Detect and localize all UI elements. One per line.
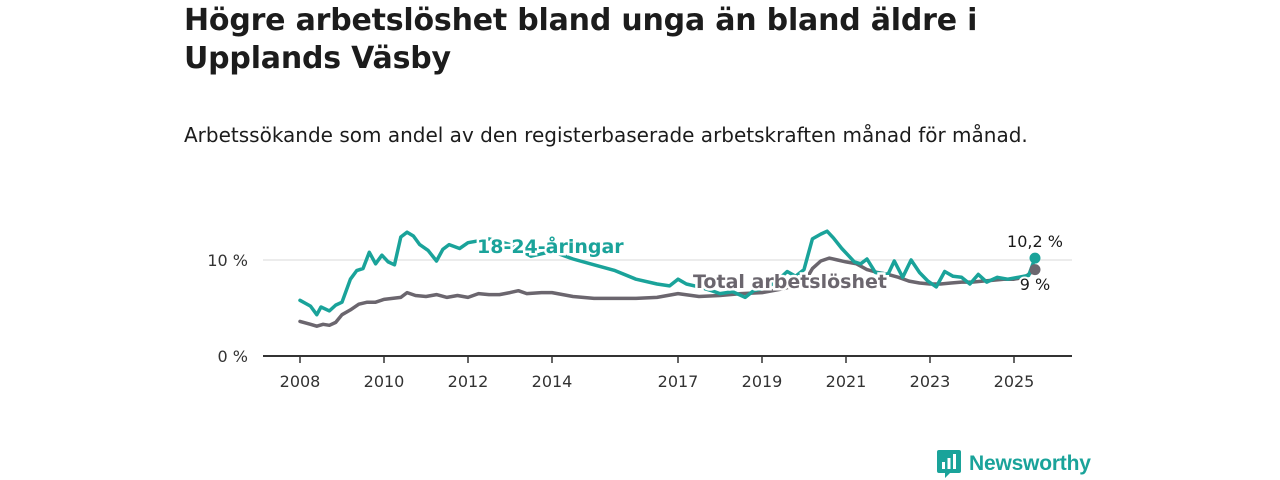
series-line-total — [298, 256, 1037, 328]
series-line-young — [298, 229, 1037, 317]
brand-logo: Newsworthy — [936, 448, 1091, 480]
x-tick-label: 2010 — [364, 372, 405, 391]
end-point-total — [1029, 264, 1041, 276]
y-tick-label: 0 % — [218, 347, 248, 366]
x-tick-label: 2014 — [532, 372, 573, 391]
series-label-total: Total arbetslöshet — [693, 271, 887, 293]
end-value-label-young: 10,2 % — [1007, 232, 1063, 251]
x-tick-label: 2019 — [742, 372, 783, 391]
x-tick-label: 2012 — [448, 372, 489, 391]
end-point-young — [1029, 252, 1041, 264]
chart-subtitle: Arbetssökande som andel av den registerb… — [184, 123, 1028, 147]
x-tick-label: 2021 — [826, 372, 867, 391]
newsworthy-logo-icon — [937, 450, 961, 478]
line-chart: 0 % 10 % 2008 2010 2012 2014 2017 2019 2021 2023 2… — [207, 229, 1072, 391]
series-label-young: 18-24-åringar — [477, 234, 624, 258]
chart-title: Högre arbetslöshet bland unga än bland ä… — [184, 3, 978, 76]
y-tick-label: 10 % — [207, 251, 248, 270]
x-tick-label: 2017 — [658, 372, 699, 391]
brand-name: Newsworthy — [969, 452, 1091, 475]
x-tick-label: 2023 — [910, 372, 951, 391]
end-value-label-total: 9 % — [1020, 275, 1050, 294]
x-tick-label: 2008 — [280, 372, 321, 391]
x-tick-label: 2025 — [994, 372, 1035, 391]
